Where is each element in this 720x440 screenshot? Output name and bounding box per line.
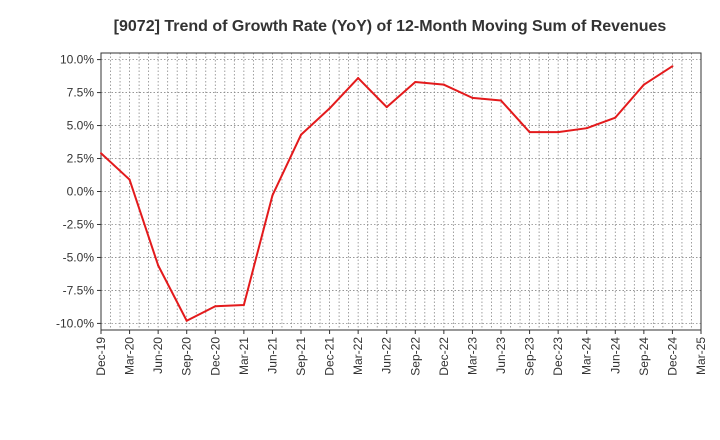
data-point (214, 305, 217, 308)
data-point (385, 106, 388, 109)
x-tick-label: Dec-19 (94, 337, 108, 376)
data-point (357, 77, 360, 80)
x-tick-label: Mar-23 (465, 337, 479, 375)
data-point (585, 127, 588, 130)
x-tick-label: Dec-23 (551, 337, 565, 376)
data-point (185, 319, 188, 322)
chart-title: [9072] Trend of Growth Rate (YoY) of 12-… (114, 18, 667, 35)
data-point (642, 83, 645, 86)
x-tick-label: Jun-21 (265, 337, 279, 374)
x-tick-label: Jun-22 (380, 337, 394, 374)
x-tick-label: Jun-20 (151, 337, 165, 374)
y-tick-label: -2.5% (63, 217, 95, 231)
x-tick-label: Mar-24 (580, 337, 594, 375)
x-tick-label: Dec-21 (323, 337, 337, 376)
x-tick-label: Dec-20 (208, 337, 222, 376)
x-tick-label: Jun-23 (494, 337, 508, 374)
x-tick-label: Sep-20 (180, 337, 194, 376)
data-point (528, 131, 531, 134)
data-point (300, 133, 302, 136)
y-tick-label: -7.5% (63, 283, 95, 297)
data-point (671, 65, 674, 68)
y-tick-label: 5.0% (67, 119, 95, 133)
x-tick-label: Sep-24 (637, 337, 651, 376)
y-tick-label: 0.0% (67, 185, 95, 199)
x-tick-label: Jun-24 (608, 337, 622, 374)
y-tick-label: 2.5% (67, 152, 95, 166)
x-tick-label: Mar-21 (237, 337, 251, 375)
data-point (614, 116, 617, 119)
y-tick-label: -10.0% (56, 316, 94, 330)
data-point (242, 303, 245, 306)
data-point (557, 131, 560, 134)
data-point (157, 264, 160, 267)
data-point (471, 96, 474, 99)
data-point (500, 99, 502, 102)
x-tick-label: Sep-21 (294, 337, 308, 376)
y-axis: 10.0% 7.5% 5.0% 2.5% 0.0% -2.5% -5.0% -7.5% -10.… (56, 53, 101, 330)
x-tick-label: Dec-22 (437, 337, 451, 376)
x-tick-label: Mar-25 (694, 337, 708, 375)
x-tick-label: Dec-24 (665, 337, 679, 376)
y-tick-label: 10.0% (60, 53, 94, 67)
x-tick-label: Sep-22 (408, 337, 422, 376)
data-point (442, 83, 445, 86)
data-point (328, 107, 331, 110)
y-tick-label: 7.5% (67, 86, 95, 100)
series-layer (100, 65, 674, 322)
x-tick-label: Sep-23 (523, 337, 537, 376)
x-axis: Dec-19 Mar-20 Jun-20 Sep-20 Dec-20 Mar-21 Jun-… (94, 330, 708, 376)
data-point (414, 81, 417, 84)
y-tick-label: -5.0% (63, 250, 95, 264)
data-point (100, 152, 102, 155)
x-tick-label: Mar-22 (351, 337, 365, 375)
data-point (128, 178, 131, 181)
x-tick-label: Mar-20 (123, 337, 137, 375)
data-point (271, 194, 274, 197)
